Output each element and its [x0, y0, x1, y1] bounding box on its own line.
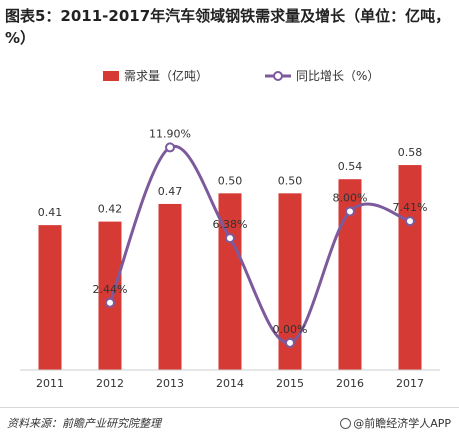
bar-2011	[38, 225, 62, 370]
bar-label-2016: 0.54	[338, 160, 363, 173]
legend-swatch-bar	[103, 71, 119, 81]
bar-label-2014: 0.50	[218, 174, 243, 187]
x-tick-2013: 2013	[156, 377, 184, 390]
source-note: 资料来源：前瞻产业研究院整理	[7, 417, 161, 430]
x-tick-2017: 2017	[396, 377, 424, 390]
brand-credit: @前瞻经济学人APP	[340, 415, 451, 431]
x-tick-2016: 2016	[336, 377, 364, 390]
legend-label-demand: 需求量（亿吨）	[124, 68, 208, 83]
growth-label-2012: 2.44%	[93, 283, 128, 296]
growth-line	[108, 144, 411, 345]
bar-2013	[158, 203, 182, 370]
bar-label-2012: 0.42	[98, 203, 123, 216]
x-tick-2014: 2014	[216, 377, 244, 390]
legend-swatch-marker	[273, 71, 283, 81]
legend-label-growth: 同比增长（%）	[296, 69, 379, 83]
bar-label-2017: 0.58	[398, 146, 423, 159]
x-tick-labels: 2011 2012 2013 2014 2015 2016 2017	[36, 377, 424, 390]
bar-series	[38, 165, 422, 370]
bar-2016	[338, 179, 362, 370]
growth-label-2017: 7.41%	[393, 201, 428, 214]
growth-label-2016: 8.00%	[333, 191, 368, 204]
growth-point-2014	[225, 233, 235, 244]
growth-value-labels: 2.44% 11.90% 6.38% 0.00% 8.00% 7.41%	[93, 127, 428, 335]
growth-label-2015: 0.00%	[273, 323, 308, 336]
x-tick-2011: 2011	[36, 377, 64, 390]
bar-label-2015: 0.50	[278, 174, 303, 187]
growth-point-2016	[345, 206, 355, 217]
qianzhan-logo-icon	[340, 418, 352, 429]
bar-label-2011: 0.41	[38, 206, 63, 219]
brand-label: @前瞻经济学人APP	[353, 417, 451, 430]
x-tick-2012: 2012	[96, 377, 124, 390]
bar-label-2013: 0.47	[158, 185, 183, 198]
growth-label-2014: 6.38%	[213, 218, 248, 231]
footer: 资料来源：前瞻产业研究院整理 @前瞻经济学人APP	[0, 407, 459, 438]
growth-point-2012	[105, 297, 115, 308]
bar-2012	[98, 221, 122, 370]
growth-label-2013: 11.90%	[149, 127, 191, 140]
growth-points	[105, 142, 415, 348]
combo-chart: 需求量（亿吨） 同比增长（%） 0.41 0.42 0.47 0.50 0.50 0.54…	[20, 68, 440, 390]
growth-point-2013	[165, 142, 175, 153]
bar-2014	[218, 193, 242, 370]
bar-value-labels: 0.41 0.42 0.47 0.50 0.50 0.54 0.58	[38, 146, 423, 219]
chart-title: 图表5：2011-2017年汽车领域钢铁需求量及增长（单位：亿吨，%）	[5, 7, 451, 47]
bar-2017	[398, 165, 422, 370]
growth-point-2015	[285, 337, 295, 348]
legend: 需求量（亿吨） 同比增长（%）	[103, 68, 379, 83]
x-tick-2015: 2015	[276, 377, 304, 390]
bar-2015	[278, 193, 302, 370]
growth-point-2017	[405, 216, 415, 227]
